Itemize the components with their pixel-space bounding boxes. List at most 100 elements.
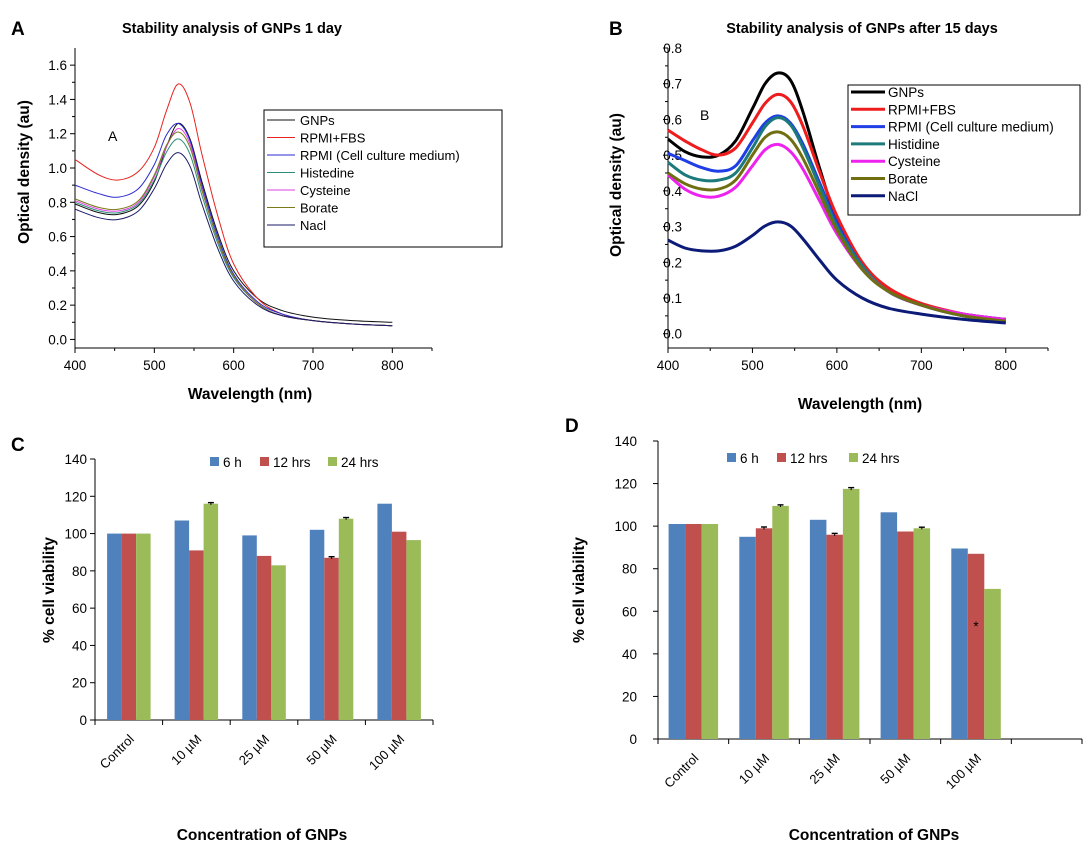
panel-b-y-axis-title: Optical density (au): [608, 113, 625, 257]
bar-1: [951, 548, 968, 739]
panel-label-b: B: [609, 19, 623, 40]
y-tick-label: 0.4: [48, 264, 67, 279]
x-tick-label: 10 µM: [736, 751, 772, 787]
y-tick-label: 0.7: [663, 77, 682, 92]
legend-swatch: [727, 453, 736, 462]
bar-3: [772, 505, 789, 739]
bar-3: [406, 540, 421, 720]
bar-3: [984, 588, 1001, 739]
bar-1: [668, 524, 686, 739]
legend-swatch: [260, 457, 269, 466]
y-tick-label: 0.6: [663, 112, 682, 127]
panel-a-title: Stability analysis of GNPs 1 day: [122, 21, 342, 37]
x-tick-label: 25 µM: [236, 732, 272, 768]
x-tick-label: 100 µM: [943, 751, 984, 792]
legend-label: 24 hrs: [862, 451, 900, 466]
bar-1: [309, 529, 325, 720]
legend-swatch: [777, 453, 786, 462]
bar-1: [739, 536, 756, 739]
series-line-6: [667, 130, 1006, 323]
legend-label: Histidine: [888, 137, 940, 152]
x-tick-label: 50 µM: [303, 732, 339, 768]
bar-2: [755, 528, 773, 739]
legend-label: GNPs: [300, 113, 335, 128]
legend-swatch: [210, 457, 219, 466]
panel-a-y-axis-title: Optical density (au): [16, 100, 33, 244]
panel-a-x-axis-title: Wavelength (nm): [188, 386, 312, 403]
panel-b-lines: [667, 71, 1007, 325]
bar-3: [913, 528, 931, 739]
y-tick-label: 80: [72, 564, 87, 579]
panel-c-x-axis-title: Concentration of GNPs: [177, 827, 348, 844]
y-tick-label: 0.1: [663, 291, 682, 306]
panel-b-x-axis-title: Wavelength (nm): [798, 396, 922, 413]
panel-b-title: Stability analysis of GNPs after 15 days: [726, 21, 998, 37]
legend-label: Borate: [300, 201, 338, 216]
y-tick-label: 60: [72, 601, 87, 616]
x-tick-label: 50 µM: [877, 751, 913, 787]
x-tick-label: 800: [381, 358, 404, 373]
series-line-3: [74, 122, 393, 327]
x-tick-label: 500: [143, 358, 166, 373]
panel-c-legend: 6 h 12 hrs 24 hrs: [210, 455, 379, 470]
y-tick-label: 120: [614, 477, 637, 492]
legend-label: NaCl: [888, 189, 918, 204]
bar-2: [826, 534, 843, 739]
bar-3: [701, 524, 719, 739]
series-line-2: [667, 92, 1007, 323]
legend-label: 6 h: [740, 451, 759, 466]
y-tick-label: 0.0: [663, 327, 682, 342]
legend-label: GNPs: [888, 85, 924, 100]
bar-1: [809, 519, 827, 739]
y-tick-label: 1.0: [48, 161, 67, 176]
y-tick-label: 40: [622, 647, 637, 662]
legend-label: Cysteine: [888, 154, 941, 169]
panel-d-y-axis-title: % cell viability: [571, 537, 588, 643]
y-tick-label: 100: [64, 527, 87, 542]
bar-2: [967, 553, 985, 739]
y-tick-label: 1.4: [48, 92, 67, 107]
x-tick-label: 700: [302, 358, 325, 373]
series-line-7: [74, 152, 393, 327]
y-tick-label: 0.6: [48, 230, 67, 245]
x-tick-label: 25 µM: [806, 751, 842, 787]
panel-label-c: C: [11, 435, 25, 456]
bar-2: [256, 555, 272, 720]
bar-1: [107, 533, 122, 720]
legend-box: [263, 109, 503, 248]
x-tick-label: 400: [64, 358, 87, 373]
bar-2: [121, 533, 137, 720]
panel-a-lines: [74, 83, 393, 327]
bar-1: [242, 535, 257, 720]
panel-c-y-axis-title: % cell viability: [41, 537, 58, 643]
legend-label: RPMI+FBS: [300, 131, 366, 146]
y-tick-label: 80: [622, 562, 637, 577]
legend-label: Borate: [888, 172, 928, 187]
series-line-1: [74, 122, 393, 323]
x-tick-label: 500: [741, 358, 764, 373]
bar-3: [842, 488, 860, 739]
panel-b-inner-label: B: [700, 107, 709, 123]
legend-label: 12 hrs: [273, 455, 311, 470]
panel-a-legend: GNPs RPMI+FBS RPMI (Cell culture medium) Hi…: [263, 109, 503, 248]
legend-label: Nacl: [300, 218, 326, 233]
y-tick-label: 140: [64, 452, 87, 467]
panel-a-inner-label: A: [108, 128, 118, 144]
legend-label: RPMI (Cell culture medium): [888, 120, 1054, 135]
panel-label-a: A: [11, 19, 25, 40]
bar-2: [324, 557, 339, 720]
panel-a: A Stability analysis of GNPs 1 day Optic…: [11, 19, 503, 403]
y-tick-label: 0.2: [663, 255, 682, 270]
x-tick-label: 800: [995, 358, 1018, 373]
legend-box: [847, 84, 1081, 216]
x-tick-label: 600: [222, 358, 245, 373]
y-tick-label: 100: [614, 519, 637, 534]
panel-d: D % cell viability Concentration of GNPs…: [565, 416, 1083, 844]
y-tick-label: 0: [629, 732, 637, 747]
y-tick-label: 0.8: [48, 195, 67, 210]
x-tick-label: 400: [657, 358, 680, 373]
y-tick-label: 0.2: [48, 298, 67, 313]
bar-1: [880, 512, 898, 739]
